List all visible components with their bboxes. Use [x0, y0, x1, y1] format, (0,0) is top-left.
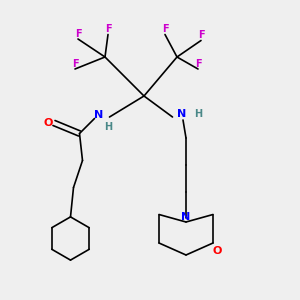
Text: F: F	[162, 24, 168, 34]
Text: F: F	[105, 24, 111, 34]
Text: F: F	[75, 28, 81, 39]
Text: N: N	[94, 110, 103, 121]
Text: O: O	[213, 245, 222, 256]
Text: O: O	[43, 118, 53, 128]
Text: H: H	[104, 122, 112, 132]
Text: F: F	[198, 30, 204, 40]
Text: F: F	[72, 58, 78, 69]
Text: H: H	[194, 109, 202, 119]
Text: N: N	[182, 212, 190, 223]
Text: N: N	[177, 109, 186, 119]
Text: F: F	[195, 58, 201, 69]
